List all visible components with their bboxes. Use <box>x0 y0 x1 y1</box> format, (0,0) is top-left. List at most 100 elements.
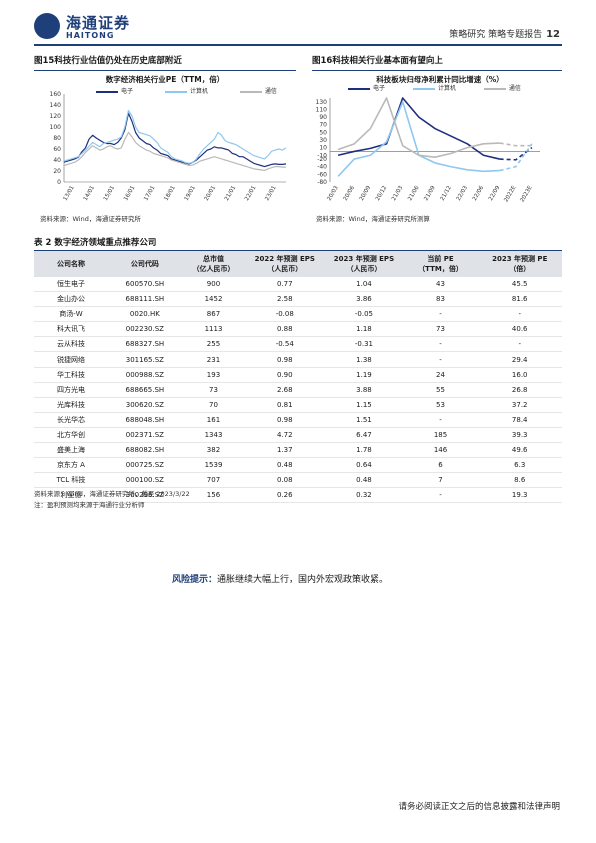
x-tick-label: 21/01 <box>224 185 237 202</box>
y-tick-label: 100 <box>50 124 62 131</box>
table-cell: 600570.SH <box>107 277 182 293</box>
table-cell: 2.58 <box>245 291 325 308</box>
table-cell: 49.6 <box>477 442 562 459</box>
table-row: 北方华创 002371.SZ 1343 4.72 6.47 185 39.3 <box>34 427 562 444</box>
table-cell: 16.0 <box>477 367 562 383</box>
fig16-legend: 电子 计算机 通信 <box>348 83 521 92</box>
table-cell: 81.6 <box>477 291 562 308</box>
table-cell: 688665.SH <box>107 382 182 398</box>
table-cell: 1452 <box>181 291 246 308</box>
x-tick-label: 2023E <box>520 185 534 204</box>
table-cell: 688082.SH <box>107 442 182 459</box>
table-cell: 19.3 <box>477 487 562 504</box>
x-tick-label: 21/12 <box>440 185 453 202</box>
table-row: 长光华芯 688048.SH 161 0.98 1.51-78.4 <box>34 412 562 428</box>
series-line <box>337 97 500 160</box>
table-cell: 1.15 <box>324 397 404 413</box>
legend-swatch-jisuanji <box>412 87 435 90</box>
legend-swatch-tongxin <box>483 87 506 90</box>
table-cell: 3.88 <box>324 382 404 398</box>
table-cell: 688048.SH <box>107 412 182 428</box>
x-tick-label: 14/01 <box>83 185 96 202</box>
y-tick-label: 80 <box>53 135 61 142</box>
table-row: 金山办公 688111.SH 1452 2.58 3.86 83 81.6 <box>34 291 562 308</box>
table-cell: 78.4 <box>477 412 562 428</box>
fig15-source: 资料来源：Wind，海通证券研究所 <box>40 215 141 223</box>
table-cell: 0.98 <box>245 351 325 368</box>
footer-disclaimer: 请务必阅读正文之后的信息披露和法律声明 <box>398 802 560 812</box>
table-cell: 002371.SZ <box>107 427 182 444</box>
x-tick-label: 18/01 <box>163 185 176 202</box>
x-tick-label: 22/03 <box>456 185 469 202</box>
x-tick-label: 20/06 <box>343 185 356 202</box>
table-cell: 37.2 <box>477 397 562 413</box>
col-pe-ttm: 当前 PE （TTM，倍） <box>403 251 478 277</box>
table-row: 科大讯飞 002230.SZ 1113 0.88 1.18 73 40.6 <box>34 321 562 338</box>
x-tick-label: 15/01 <box>103 185 116 202</box>
table-cell: 40.6 <box>477 321 562 338</box>
table-cell: 45.5 <box>477 277 562 293</box>
legend-swatch-dianzi <box>348 87 370 90</box>
y-tick-label: 0 <box>57 179 61 186</box>
table-cell: 锐捷网络 <box>34 351 108 368</box>
fig16-legend-2: 计算机 <box>437 85 456 92</box>
table-cell: - <box>403 336 478 353</box>
fig16-source: 资料来源：Wind，海通证券研究所测算 <box>316 215 430 223</box>
series-line <box>63 109 287 164</box>
table-cell: 000988.SZ <box>107 367 182 383</box>
page-number: 12 <box>546 29 560 40</box>
table-cell: -0.54 <box>245 336 325 353</box>
table-cell: 255 <box>181 336 246 353</box>
table-cell: 0.08 <box>245 472 325 489</box>
col-company: 公司名称 <box>34 251 108 277</box>
table-cell: 29.4 <box>477 351 562 368</box>
logo-icon <box>34 13 60 39</box>
table-note: 注：盈利预测均来源于海通行业分析师 <box>34 501 145 509</box>
fig15-legend-3: 通信 <box>264 88 277 95</box>
table-cell: 26.8 <box>477 382 562 398</box>
logo-chinese: 海通证券 <box>66 14 131 32</box>
table-row: 云从科技 688327.SH 255 -0.54 -0.31- - <box>34 336 562 353</box>
y-tick-label: 160 <box>50 91 62 98</box>
table-cell: 6.47 <box>324 427 404 444</box>
table-cell: 6 <box>403 457 478 474</box>
table-cell: 73 <box>181 382 246 398</box>
fig16-chart-title: 科技板块归母净利累计同比增速（%） <box>376 75 504 84</box>
table-title: 表 2 数字经济领域重点推荐公司 <box>34 238 157 248</box>
series-line <box>337 97 500 158</box>
table-cell: 24 <box>403 367 478 383</box>
y-tick-label: -40 <box>317 164 327 171</box>
x-tick-label: 20/09 <box>359 185 372 202</box>
x-tick-label: 2022E <box>503 185 517 204</box>
table-cell: 39.3 <box>477 427 562 444</box>
table-cell: 华工科技 <box>34 367 108 383</box>
table-top-line <box>34 250 562 251</box>
series-forecast-line <box>499 142 532 147</box>
table-row: 利亚德 300296.SZ 156 0.26 0.32-19.3 <box>34 487 562 504</box>
col-eps22: 2022 年预测 EPS （人民币） <box>245 251 325 277</box>
table-cell: 707 <box>181 472 246 489</box>
table-cell: TCL 科技 <box>34 472 108 489</box>
doc-type: 策略研究 策略专题报告 <box>449 30 543 40</box>
table-cell: - <box>477 336 562 353</box>
risk-label: 风险提示： <box>172 575 218 585</box>
y-tick-label: -80 <box>317 179 327 186</box>
col-mktcap: 总市值 （亿人民币） <box>181 251 246 277</box>
table-cell: 300296.SZ <box>107 487 182 504</box>
table-cell: 6.3 <box>477 457 562 474</box>
table-cell: 0.26 <box>245 487 325 504</box>
legend-swatch-jisuanji <box>164 90 187 93</box>
risk-text: 通胀继续大幅上行，国内外宏观政策收紧。 <box>217 575 389 585</box>
table-cell: 000100.SZ <box>107 472 182 489</box>
y-tick-label: 140 <box>50 102 62 109</box>
y-tick-label: 40 <box>53 157 61 164</box>
legend-swatch-dianzi <box>96 90 118 93</box>
x-tick-label: 19/01 <box>184 185 197 202</box>
table-cell: 900 <box>181 277 246 293</box>
fig15-title: 图15科技行业估值仍处在历史底部附近 <box>34 52 296 71</box>
fig16-legend-1: 电子 <box>373 85 386 92</box>
table-cell: 231 <box>181 351 246 368</box>
table-cell: 0.88 <box>245 321 325 338</box>
logo-english: HAITONG <box>66 31 115 40</box>
